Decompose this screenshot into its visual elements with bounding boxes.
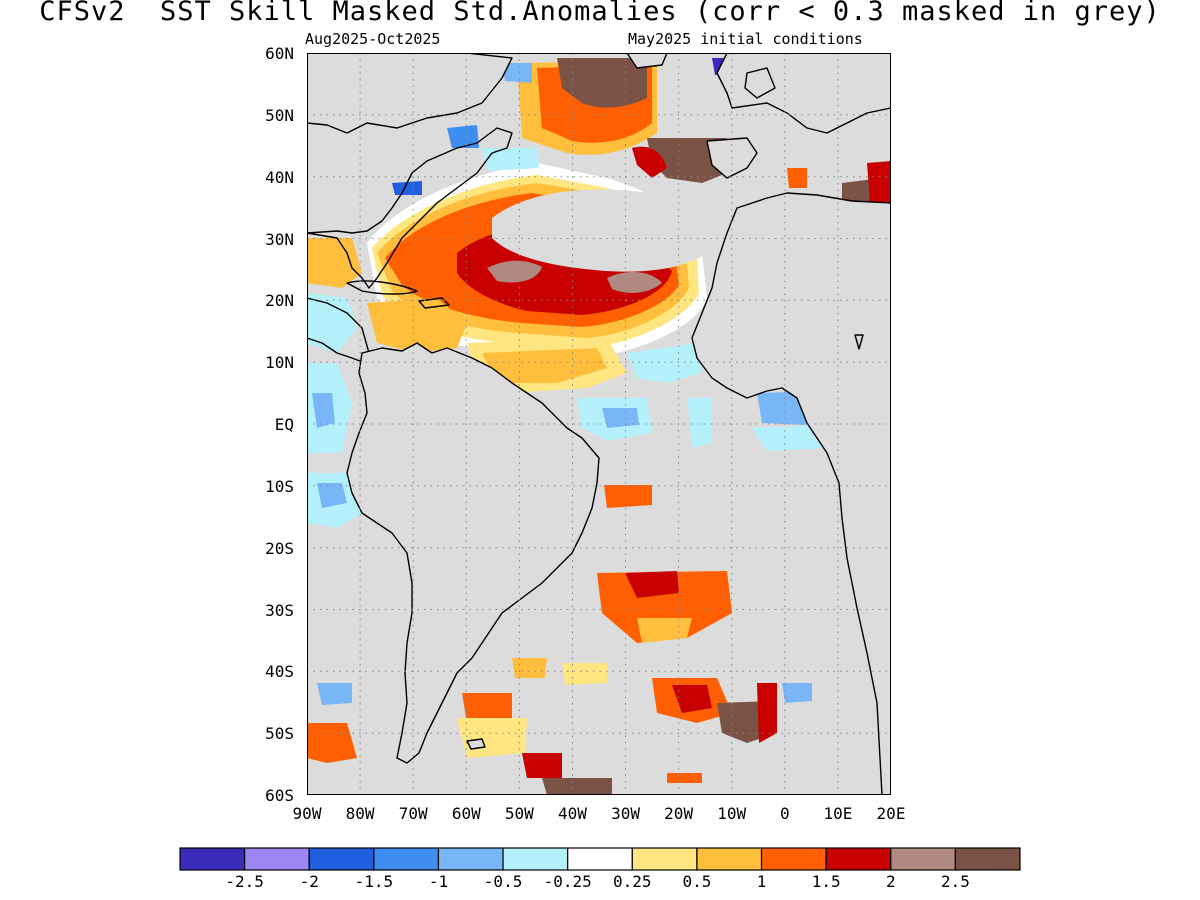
colorbar-tick-label: 2 [885,872,896,891]
longitude-label: 0 [779,804,790,823]
colorbar-swatch [502,847,569,871]
map-title: CFSv2 SST Skill Masked Std.Anomalies (co… [39,0,1161,27]
colorbar-tick-label: -1 [428,872,449,891]
colorbar-tick-label: -2.5 [225,872,264,891]
latitude-label: 60S [265,786,294,805]
map-frame [307,53,891,795]
forecast-period: Aug2025-Oct2025 [305,30,441,48]
north-america-coast [307,53,513,134]
colorbar-tick-label: 0.25 [613,872,652,891]
colorbar-swatch [890,847,956,871]
longitude-label: 60W [451,804,481,823]
longitude-label: 10W [717,804,747,823]
colorbar-swatch [567,847,633,871]
latitude-label: 60N [265,44,294,63]
longitude-label: 40W [558,804,587,823]
colorbar-swatch [308,847,375,871]
latitude-label: EQ [274,415,294,434]
latitude-label: 20N [265,291,294,311]
latitude-label: 10S [265,476,294,496]
africa-coast [691,192,891,795]
longitude-label: 20E [876,804,906,823]
land [307,53,891,795]
longitude-label: 50W [504,804,534,823]
colorbar-swatch [954,847,1021,871]
latitude-label: 50S [265,724,294,744]
latitude-label: 40N [265,167,294,187]
colorbar-swatch [179,847,246,871]
colorbar-tick-label: 1 [756,872,767,891]
latitude-label: 20S [265,538,294,558]
south-america-coast [346,342,600,764]
initial-conditions: May2025 initial conditions [628,30,863,48]
latitude-label: 30S [265,600,294,620]
colorbar-tick-label: 1.5 [811,872,841,891]
longitude-label: 30W [611,804,640,823]
colorbar-swatch [631,847,698,871]
colorbar-swatch [760,847,827,871]
latitude-label: 50N [265,105,294,125]
colorbar-tick-label: -0.25 [543,872,592,891]
latitude-label: 10N [265,353,294,373]
colorbar-tick-label: -2 [299,872,319,891]
colorbar-swatch [696,847,763,871]
colorbar-swatch [437,847,504,871]
colorbar-tick-label: -0.5 [483,872,523,891]
sst-anomaly-map [307,53,891,795]
graticule [307,53,891,795]
longitude-label: 70W [398,804,428,823]
colorbar-swatch [825,847,892,871]
longitude-label: 80W [345,804,375,823]
colorbar-swatch [373,847,440,871]
longitude-label: 20W [664,804,694,823]
colorbar-swatch [244,847,310,871]
latitude-label: 30N [265,229,294,249]
colorbar-tick-label: 2.5 [940,872,970,891]
colorbar [179,847,1021,871]
longitude-label: 10E [823,804,853,823]
anomaly-field [307,58,891,795]
colorbar-tick-label: -1.5 [354,872,394,891]
colorbar-tick-label: 0.5 [682,872,712,891]
latitude-label: 40S [265,662,294,682]
longitude-label: 90W [292,804,322,823]
